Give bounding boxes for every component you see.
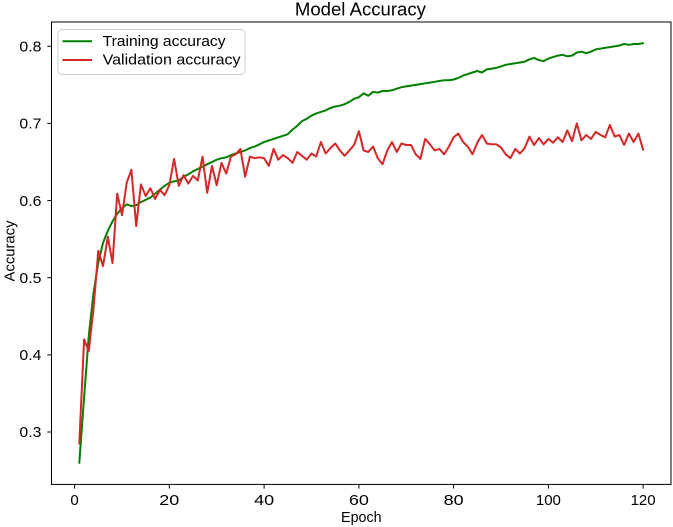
svg-text:0.7: 0.7 [19,116,41,133]
svg-text:120: 120 [631,492,656,509]
svg-text:40: 40 [254,492,274,509]
svg-text:0.6: 0.6 [19,193,41,210]
svg-text:Model Accuracy: Model Accuracy [295,0,427,20]
svg-text:20: 20 [159,492,179,509]
svg-text:0.8: 0.8 [19,39,41,56]
svg-text:Training accuracy: Training accuracy [103,33,227,50]
svg-text:0.4: 0.4 [19,347,41,364]
svg-text:Validation accuracy: Validation accuracy [103,52,242,69]
svg-text:80: 80 [444,492,464,509]
svg-text:100: 100 [536,492,561,509]
svg-text:0.3: 0.3 [19,424,41,441]
svg-text:0: 0 [70,492,78,509]
svg-text:0.5: 0.5 [19,270,41,287]
svg-text:Epoch: Epoch [341,509,382,526]
svg-text:60: 60 [349,492,369,509]
svg-text:Accuracy: Accuracy [2,220,19,281]
